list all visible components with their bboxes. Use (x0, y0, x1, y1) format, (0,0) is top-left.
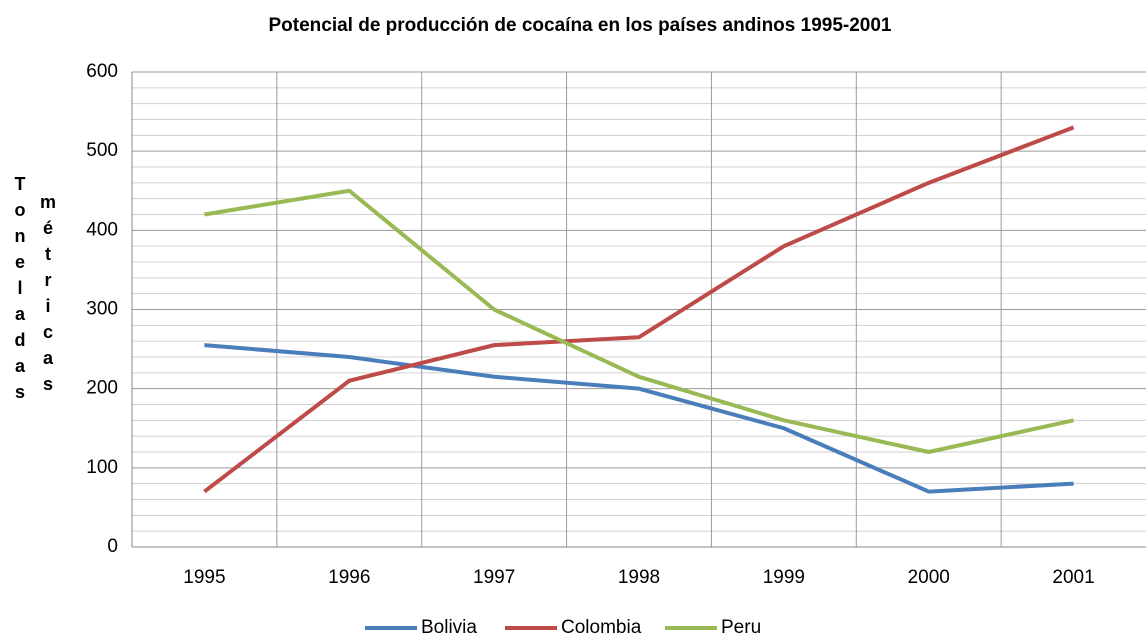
line (204, 188, 1074, 454)
y-tick-label: 500 (86, 140, 118, 161)
y-tick-label: 400 (86, 219, 118, 240)
x-tick-label: 1999 (763, 567, 805, 588)
y-tick-label: 200 (86, 378, 118, 399)
legend-label: Colombia (561, 617, 642, 637)
x-tick-label: 2001 (1052, 567, 1094, 588)
y-tick-label: 300 (86, 299, 118, 320)
x-tick-label: 2000 (908, 567, 950, 588)
y-tick-label: 100 (86, 457, 118, 478)
line (204, 343, 1074, 494)
chart-title: Potencial de producción de cocaína en lo… (268, 15, 891, 36)
x-tick-label: 1995 (183, 567, 225, 588)
x-tick-label: 1996 (328, 567, 370, 588)
legend-label: Peru (721, 617, 761, 637)
y-tick-label: 0 (107, 536, 118, 557)
line (203, 125, 1075, 494)
x-tick-label: 1997 (473, 567, 515, 588)
y-tick-label: 600 (86, 61, 118, 82)
x-tick-label: 1998 (618, 567, 660, 588)
legend-label: Bolivia (421, 617, 477, 637)
